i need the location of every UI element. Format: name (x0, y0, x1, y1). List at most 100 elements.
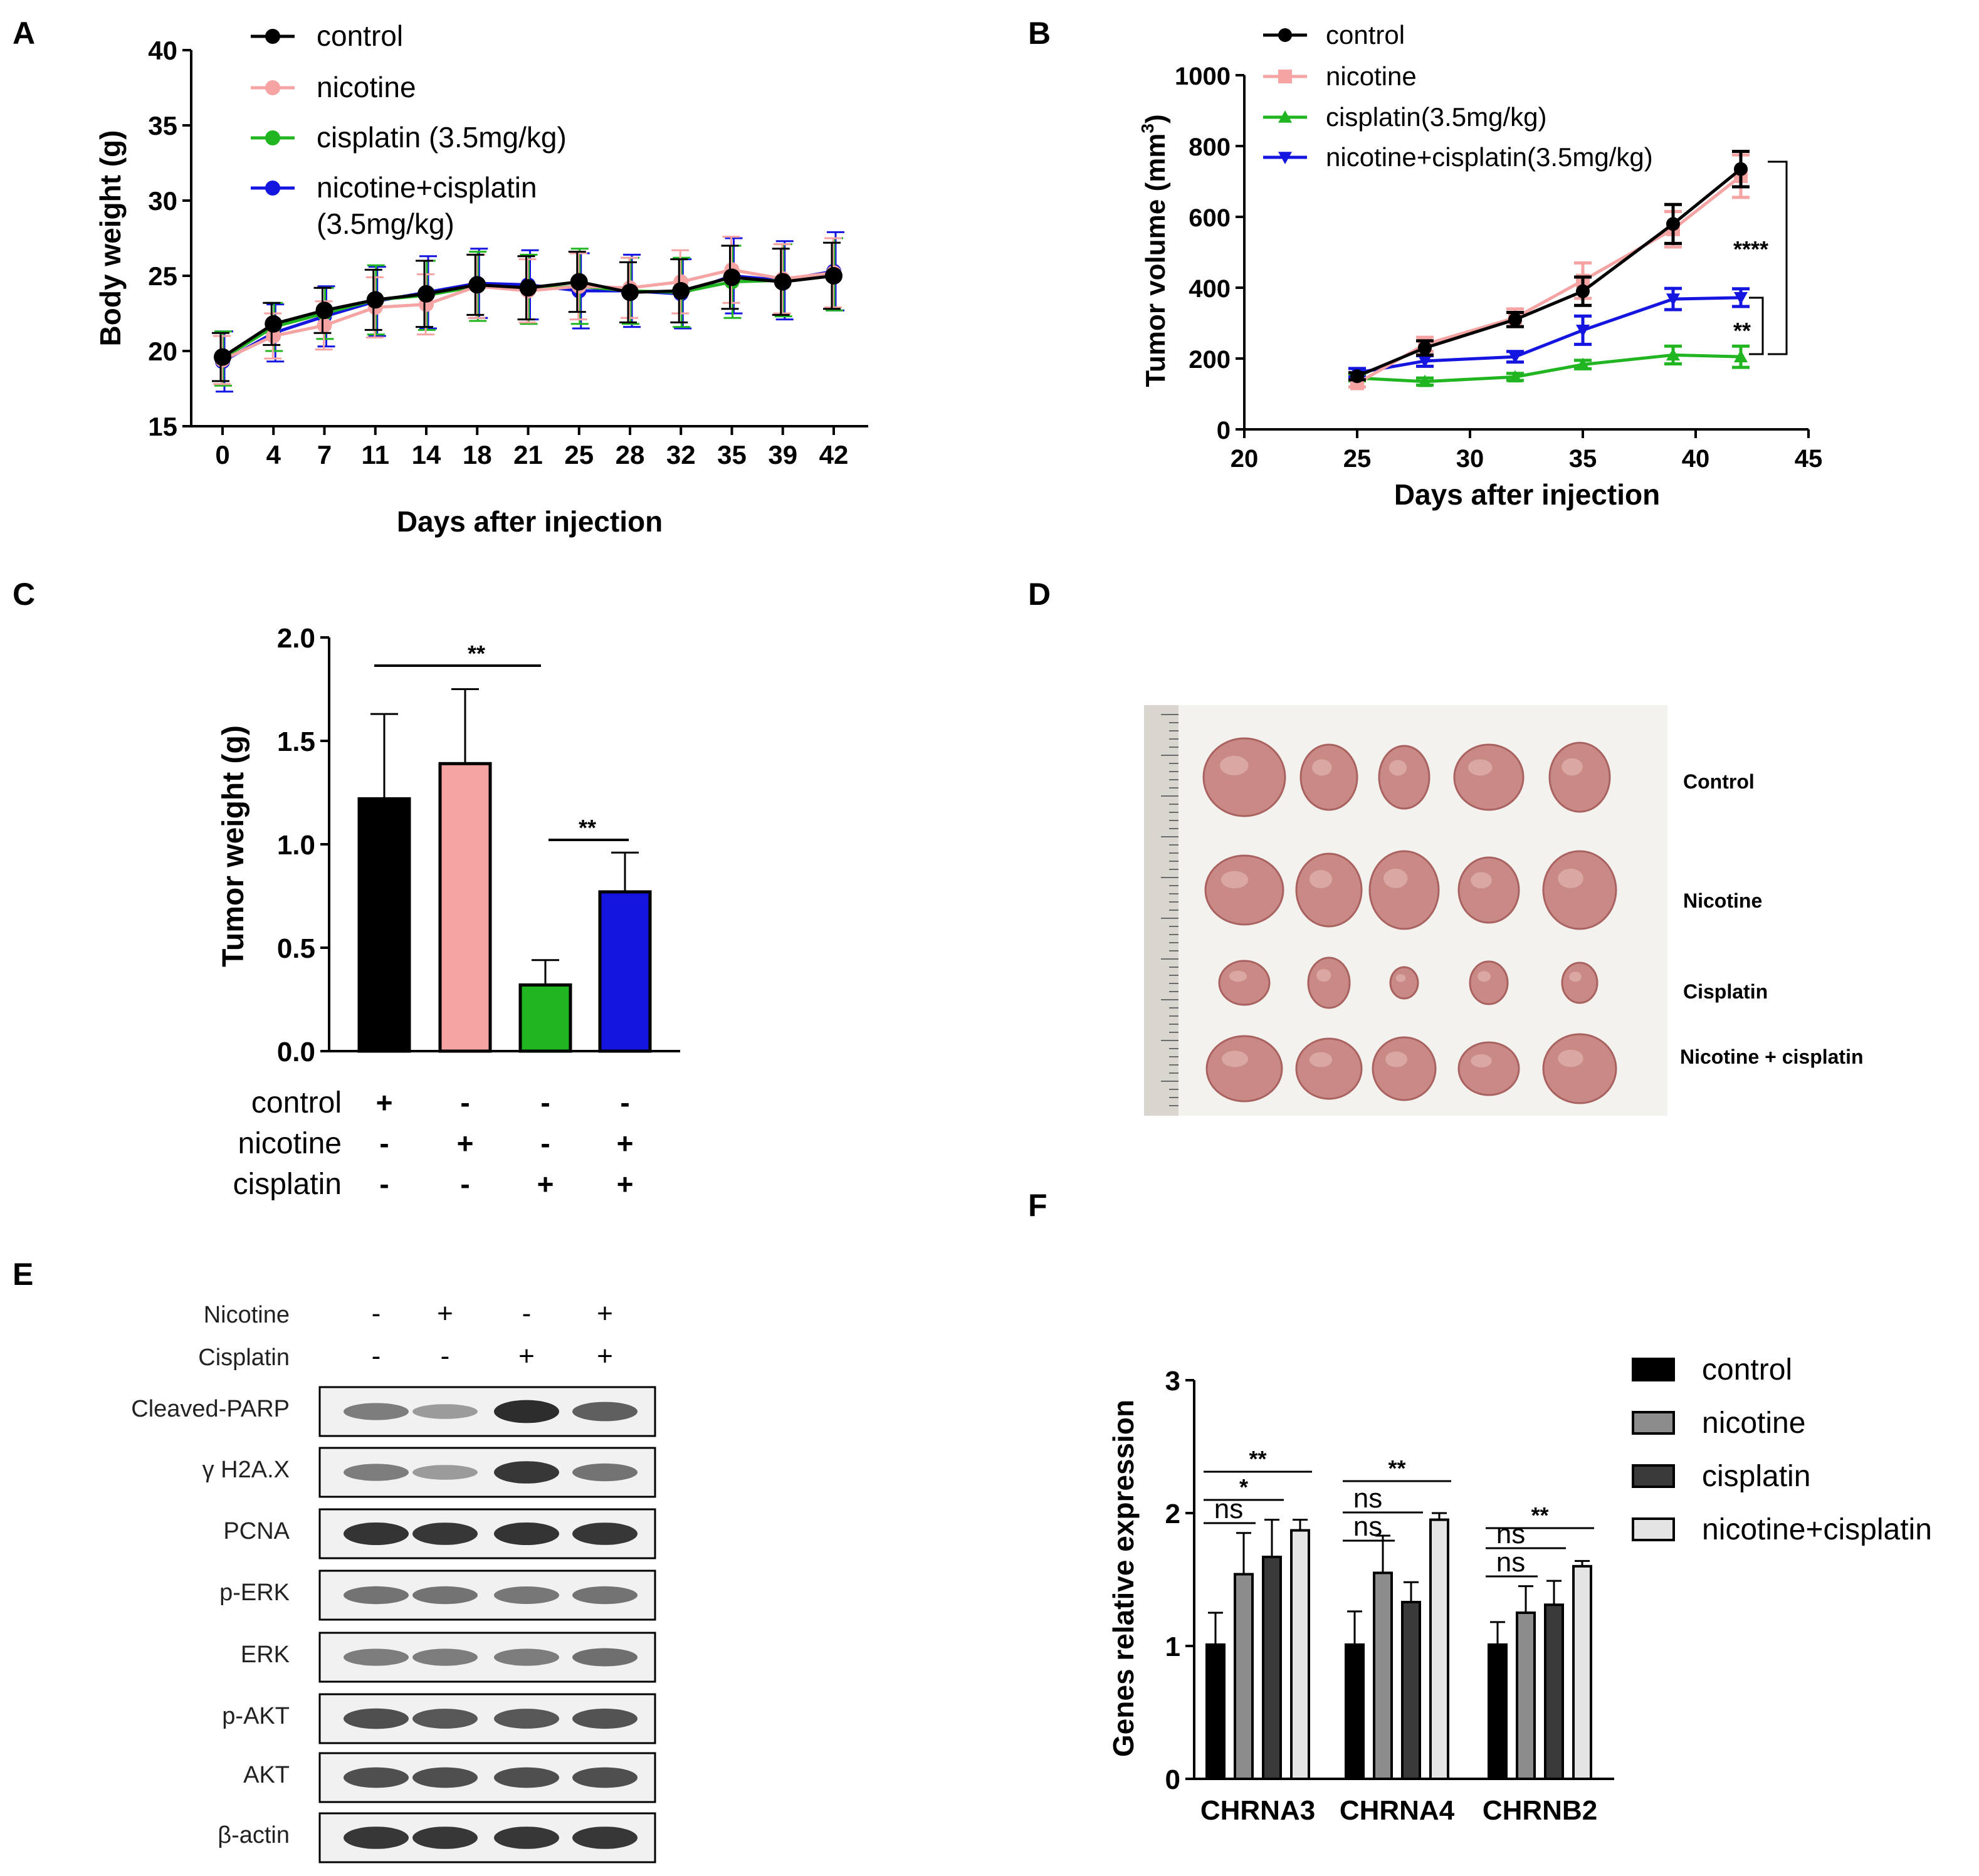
panel-c-sig-label: ** (468, 641, 485, 666)
panel-f-bar (1401, 1601, 1421, 1781)
panel-a-series-2 (214, 237, 843, 387)
panel-e-band (572, 1586, 638, 1605)
panel-d-tumor-highlight (1309, 870, 1333, 889)
panel-f-legend-swatch (1632, 1464, 1675, 1488)
panel-d-tumor (1307, 956, 1351, 1009)
panel-c-table-mark: - (460, 1168, 470, 1200)
panel-d-tumor (1542, 850, 1617, 930)
panel-a-x-tick-label: 35 (717, 440, 747, 469)
panel-d-tumor (1202, 737, 1286, 817)
panel-a-y-tick-label: 30 (148, 186, 177, 216)
panel-e-blot-label: β-actin (218, 1822, 290, 1848)
panel-d-tumor-highlight (1558, 868, 1583, 888)
panel-f-x-tick-label: CHRNA4 (1340, 1795, 1455, 1826)
panel-f-bar (1345, 1643, 1365, 1780)
panel-c-treatment-table: control + - - - nicotine - + - + cisplatin - - + + (233, 1086, 634, 1201)
panel-f-legend-label: control (1702, 1353, 1792, 1386)
panel-d-tumor (1299, 743, 1358, 811)
panel-a-point (214, 348, 231, 366)
panel-e-header-mark: + (518, 1341, 535, 1371)
panel-a-point (672, 282, 690, 300)
panel-d-row-label-control: Control (1683, 770, 1755, 793)
panel-b-marker (1278, 70, 1292, 83)
panel-a-point (723, 268, 741, 286)
panel-d-tumor (1295, 852, 1363, 928)
panel-d-tumor-highlight (1222, 1051, 1248, 1067)
panel-d-tumor-highlight (1558, 1049, 1583, 1067)
panel-d-tumor (1205, 1035, 1283, 1103)
panel-d-tumor-highlight (1471, 872, 1492, 889)
panel-e-western-blot: Nicotine - + - + Cisplatin - - + + Cleaved-PARP γ … (131, 1298, 656, 1863)
panel-e-header-mark: + (597, 1298, 613, 1329)
panel-a-x-tick-label: 25 (564, 440, 594, 469)
panel-a-series-0 (212, 241, 843, 382)
panel-d-tumor-highlight (1471, 1054, 1492, 1067)
panel-f-bar (1488, 1643, 1508, 1780)
panel-e-band (412, 1586, 478, 1605)
panel-f-sig-label: ns (1353, 1511, 1382, 1542)
panel-a-point (265, 315, 283, 333)
panel-f-bar (1290, 1529, 1310, 1781)
panel-b-marker (1508, 312, 1522, 327)
panel-b-marker (1734, 350, 1748, 362)
panel-a-x-tick-label: 0 (215, 440, 229, 469)
panel-b-x-tick-label: 30 (1456, 445, 1484, 473)
panel-d-tumor (1548, 741, 1611, 813)
panel-a-point (266, 328, 281, 343)
panel-a-x-tick-label: 32 (666, 440, 696, 469)
panel-e-header-label: Nicotine (204, 1302, 290, 1328)
panel-c-table-row-label: nicotine (238, 1127, 342, 1160)
panel-c-y-tick-label: 2.0 (277, 623, 315, 654)
panel-b-marker (1576, 284, 1590, 298)
panel-a-point (774, 273, 792, 291)
panel-e-header-mark: + (597, 1341, 613, 1371)
panel-f-legend-label: nicotine (1702, 1407, 1805, 1440)
panel-c-table-mark: + (457, 1127, 474, 1160)
panel-e-blot-label: AKT (243, 1762, 290, 1788)
panel-f-sig-label: ns (1353, 1483, 1382, 1514)
panel-d-tumor (1372, 1036, 1437, 1101)
panel-c-table-mark: + (617, 1127, 634, 1160)
panel-a-legend-label: nicotine (317, 71, 416, 103)
panel-e-band (494, 1400, 559, 1423)
panel-d-tumors (1202, 737, 1617, 1104)
panel-d-tumor-highlight (1312, 759, 1332, 776)
panel-a-point (621, 283, 639, 301)
panel-label-d: D (1028, 577, 1051, 612)
panel-f-y-tick-label: 0 (1165, 1764, 1180, 1795)
panel-d-tumor (1469, 960, 1509, 1005)
panel-e-blot-label: p-ERK (219, 1580, 290, 1606)
panel-d-tumor-highlight (1385, 1051, 1407, 1067)
panel-d-tumor-photo: Control Nicotine Cisplatin Nicotine + ci… (1144, 705, 1864, 1116)
panel-e-header-mark: - (441, 1341, 450, 1371)
panel-f-sig-label: ns (1214, 1494, 1243, 1524)
panel-c-y-axis-label: Tumor weight (g) (217, 725, 250, 967)
panel-b-y-tick-label: 1000 (1175, 63, 1231, 90)
panel-e-band (344, 1586, 409, 1605)
panel-e-header-mark: - (522, 1298, 532, 1329)
panel-a-point (417, 285, 435, 303)
panel-e-band (412, 1522, 478, 1545)
panel-a-point (519, 279, 537, 297)
panel-a-x-tick-label: 11 (362, 440, 389, 469)
panel-a-legend: control nicotine cisplatin (3.5mg/kg) nicot… (251, 19, 567, 240)
panel-f-sig-label: ** (1531, 1502, 1548, 1528)
panel-e-band (412, 1826, 478, 1849)
panel-f-bar (1572, 1564, 1592, 1781)
panel-b-marker (1278, 28, 1292, 42)
panel-e-band (344, 1648, 409, 1666)
panel-d-tumor-highlight (1389, 760, 1407, 776)
panel-f-sig-label: ns (1496, 1519, 1525, 1549)
panel-c-tumor-weight-chart: 0.0 0.5 1.0 1.5 2.0 ** ** control + - - - nicotine… (217, 623, 680, 1201)
panel-e-blot-label: p-AKT (222, 1703, 290, 1729)
panel-e-band (412, 1465, 478, 1480)
panel-a-legend-label: nicotine+cisplatin (317, 171, 537, 204)
panel-e-band (344, 1708, 409, 1729)
panel-d-tumor-highlight (1562, 758, 1583, 776)
panel-label-e: E (13, 1257, 33, 1292)
panel-f-bar (1234, 1573, 1254, 1781)
panel-f-y-tick-label: 1 (1165, 1632, 1180, 1662)
